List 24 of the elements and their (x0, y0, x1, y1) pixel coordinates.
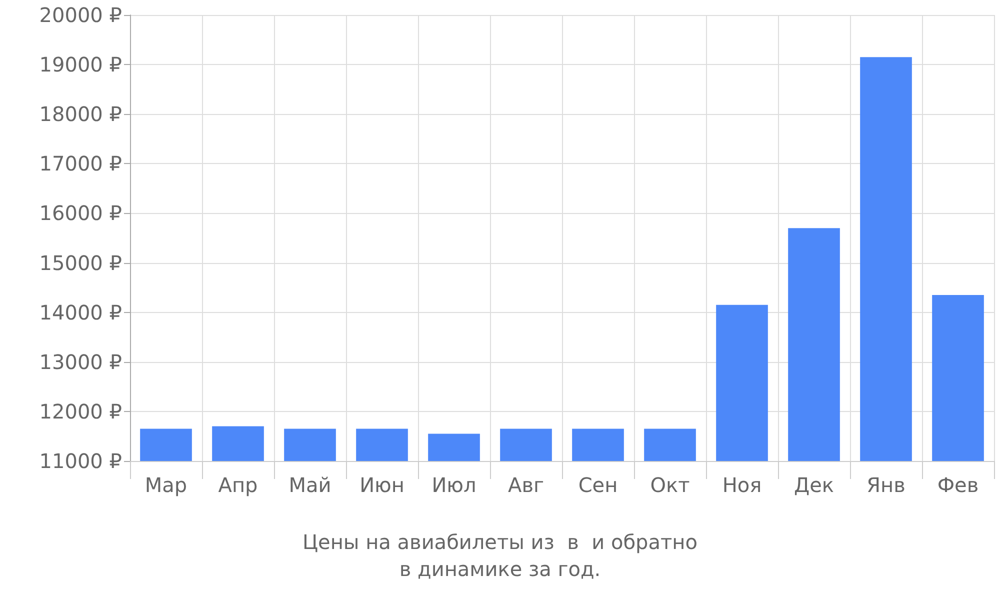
x-tick-label: Мар (144, 473, 188, 497)
y-tick-label: 20000 ₽ (39, 3, 122, 27)
x-tick-label: Дек (794, 473, 834, 497)
y-tick-label: 19000 ₽ (39, 52, 122, 77)
x-tick-label: Янв (866, 473, 906, 497)
x-tick-label: Фев (937, 473, 979, 497)
x-tick-label: Апр (218, 473, 258, 497)
x-tick-label: Июл (432, 473, 476, 497)
x-tick-label: Июн (360, 473, 404, 497)
x-tick-label: Сен (578, 473, 618, 497)
x-tick-label: Ноя (722, 473, 762, 497)
y-tick-label: 17000 ₽ (39, 152, 122, 176)
y-tick-label: 14000 ₽ (39, 300, 122, 324)
x-tick-label: Окт (650, 473, 690, 497)
text: Цены на авиабилеты из в и обратно (302, 530, 698, 554)
x-tick-label: Авг (508, 473, 544, 497)
y-tick-label: 18000 ₽ (39, 102, 122, 126)
y-tick-label: 12000 ₽ (39, 399, 122, 424)
y-tick-label: 15000 ₽ (39, 250, 122, 275)
y-tick-label: 16000 ₽ (39, 201, 122, 226)
y-tick-label: 13000 ₽ (39, 350, 122, 374)
x-tick-label: Май (288, 473, 332, 497)
text: в динамике за год. (399, 557, 601, 581)
y-tick-label: 11000 ₽ (39, 449, 122, 473)
